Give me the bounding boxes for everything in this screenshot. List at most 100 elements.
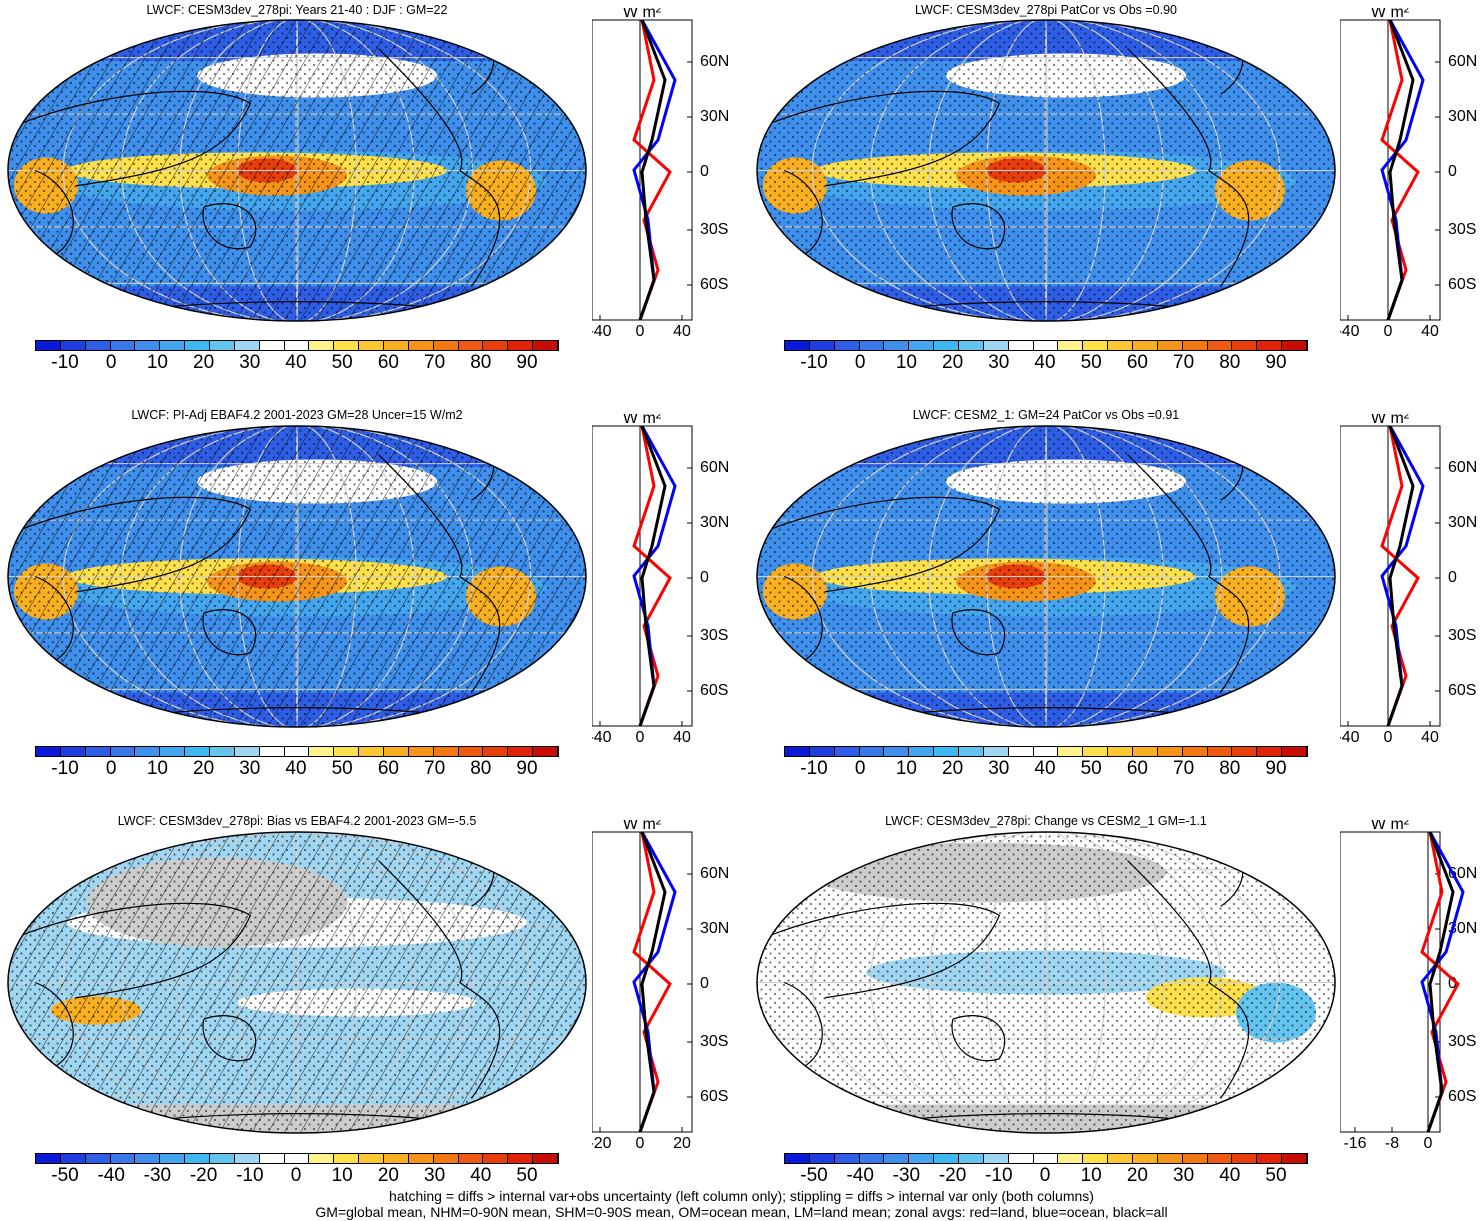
zonal-lat-label: 30S bbox=[700, 221, 728, 238]
map-title: LWCF: CESM3dev_278pi PatCor vs Obs =0.90 bbox=[914, 3, 1178, 17]
colorbar-tick-label: -10 bbox=[51, 758, 79, 779]
zonal-mean-line bbox=[1380, 19, 1420, 321]
colorbar-tick-label: -10 bbox=[800, 352, 828, 373]
zonal-mean-line bbox=[1420, 831, 1460, 1133]
world-map bbox=[756, 19, 1336, 322]
zonal-mean-line bbox=[638, 19, 667, 321]
colorbar-tick-label: 40 bbox=[1034, 758, 1056, 779]
zonal-x-tick-label: 0 bbox=[636, 323, 645, 340]
zonal-x-tick-label: 40 bbox=[1421, 729, 1439, 746]
world-map bbox=[756, 425, 1336, 728]
colorbar-tick-label: 90 bbox=[1265, 758, 1287, 779]
colorbar-tick-label: -30 bbox=[892, 1165, 921, 1186]
zonal-lat-label: 30N bbox=[700, 514, 729, 531]
colorbar bbox=[784, 1153, 1308, 1164]
zonal-lat-label: 30S bbox=[1448, 221, 1476, 238]
colorbar-tick-label: 30 bbox=[239, 352, 261, 373]
zonal-lat-label: 30N bbox=[1448, 514, 1477, 531]
colorbar-tick-label: 80 bbox=[470, 758, 492, 779]
colorbar-tick-label: 40 bbox=[285, 352, 307, 373]
colorbar-tick-label: 70 bbox=[424, 758, 446, 779]
zonal-lat-label: 30S bbox=[1448, 627, 1476, 644]
zonal-lat-label: 30N bbox=[700, 108, 729, 125]
colorbar-tick-label: 0 bbox=[854, 352, 866, 373]
colorbar-tick-label: 30 bbox=[988, 758, 1010, 779]
colorbar-tick-label: 40 bbox=[285, 758, 307, 779]
zonal-average-plot: W m² -40 0 40 60N 30N 0 30S 60S bbox=[592, 8, 729, 340]
zonal-x-tick-label: -16 bbox=[1343, 1135, 1366, 1152]
colorbar-tick-label: 40 bbox=[1034, 352, 1056, 373]
zonal-lat-label: 30S bbox=[1448, 1033, 1476, 1050]
zonal-x-tick-label: -40 bbox=[1340, 729, 1360, 746]
colorbar-tick-label: -30 bbox=[143, 1165, 172, 1186]
zonal-mean-line bbox=[1386, 425, 1415, 727]
zonal-x-tick-label: 40 bbox=[673, 323, 691, 340]
map-title: LWCF: PI-Adj EBAF4.2 2001-2023 GM=28 Unc… bbox=[131, 408, 463, 422]
colorbar-tick-label: 90 bbox=[516, 352, 538, 373]
colorbar-tick-label: 10 bbox=[146, 758, 168, 779]
zonal-x-tick-label: -20 bbox=[592, 1135, 612, 1152]
colorbar-tick-label: 10 bbox=[146, 352, 168, 373]
colorbar-tick-label: 40 bbox=[470, 1165, 492, 1186]
colorbar-tick-label: 20 bbox=[942, 352, 964, 373]
colorbar-tick-label: 70 bbox=[1173, 758, 1195, 779]
zonal-mean-line bbox=[1386, 19, 1415, 321]
colorbar-tick-label: -40 bbox=[97, 1165, 125, 1186]
zonal-lat-label: 60S bbox=[700, 682, 728, 699]
zonal-lat-label: 0 bbox=[1448, 975, 1457, 992]
zonal-lat-label: 0 bbox=[1448, 569, 1457, 586]
zonal-lat-label: 60N bbox=[1448, 459, 1477, 476]
colorbar-tick-label: 50 bbox=[1265, 1165, 1287, 1186]
zonal-lat-label: 60N bbox=[700, 53, 729, 70]
colorbar-tick-label: 80 bbox=[470, 352, 492, 373]
zonal-mean-line bbox=[638, 831, 667, 1133]
colorbar-tick-label: 10 bbox=[331, 1165, 353, 1186]
colorbar-tick-label: 30 bbox=[988, 352, 1010, 373]
zonal-unit-label: W m² bbox=[623, 820, 662, 833]
colorbar-tick-label: 60 bbox=[1126, 352, 1148, 373]
colorbar-tick-label: -10 bbox=[985, 1165, 1013, 1186]
colorbar-tick-label: 60 bbox=[377, 758, 399, 779]
colorbar bbox=[35, 340, 559, 351]
zonal-average-plot: W m² -40 0 40 60N 30N 0 30S 60S bbox=[1340, 8, 1477, 340]
colorbar bbox=[784, 340, 1308, 351]
zonal-x-tick-label: 0 bbox=[1384, 323, 1393, 340]
colorbar-tick-label: 80 bbox=[1219, 352, 1241, 373]
zonal-x-tick-label: -8 bbox=[1385, 1135, 1399, 1152]
map-title: LWCF: CESM2_1: GM=24 PatCor vs Obs =0.91 bbox=[912, 408, 1180, 422]
zonal-lat-label: 30S bbox=[700, 627, 728, 644]
zonal-mean-line bbox=[632, 831, 672, 1133]
zonal-unit-label: W m² bbox=[623, 414, 662, 427]
colorbar-tick-label: -20 bbox=[938, 1165, 967, 1186]
colorbar-tick-label: -10 bbox=[51, 352, 79, 373]
colorbar bbox=[35, 746, 559, 757]
colorbar-tick-label: -20 bbox=[189, 1165, 218, 1186]
zonal-lat-label: 0 bbox=[700, 163, 709, 180]
zonal-lat-label: 60S bbox=[700, 276, 728, 293]
zonal-lat-label: 60S bbox=[1448, 682, 1476, 699]
colorbar-tick-label: 20 bbox=[942, 758, 964, 779]
colorbar-tick-label: 20 bbox=[193, 352, 215, 373]
zonal-average-plot: W m² -40 0 40 60N 30N 0 30S 60S bbox=[1340, 414, 1477, 746]
colorbar-tick-label: 0 bbox=[105, 352, 117, 373]
zonal-mean-line bbox=[632, 19, 672, 321]
zonal-unit-label: W m² bbox=[623, 8, 662, 21]
world-map bbox=[7, 831, 587, 1134]
zonal-mean-line bbox=[632, 425, 672, 727]
colorbar-tick-label: 50 bbox=[331, 352, 353, 373]
zonal-lat-label: 60S bbox=[700, 1088, 728, 1105]
zonal-lat-label: 60N bbox=[700, 459, 729, 476]
zonal-x-tick-label: 40 bbox=[673, 729, 691, 746]
colorbar-tick-label: 30 bbox=[239, 758, 261, 779]
colorbar-tick-label: -50 bbox=[51, 1165, 79, 1186]
map-title: LWCF: CESM3dev_278pi: Years 21-40 : DJF … bbox=[146, 3, 448, 17]
colorbar-tick-label: 0 bbox=[105, 758, 117, 779]
zonal-lat-label: 30N bbox=[700, 920, 729, 937]
zonal-x-tick-label: -40 bbox=[592, 729, 612, 746]
zonal-x-tick-label: 0 bbox=[1384, 729, 1393, 746]
zonal-lat-label: 60S bbox=[1448, 1088, 1476, 1105]
colorbar-tick-label: -10 bbox=[236, 1165, 264, 1186]
colorbar-tick-label: 90 bbox=[1265, 352, 1287, 373]
zonal-lat-label: 60N bbox=[1448, 53, 1477, 70]
